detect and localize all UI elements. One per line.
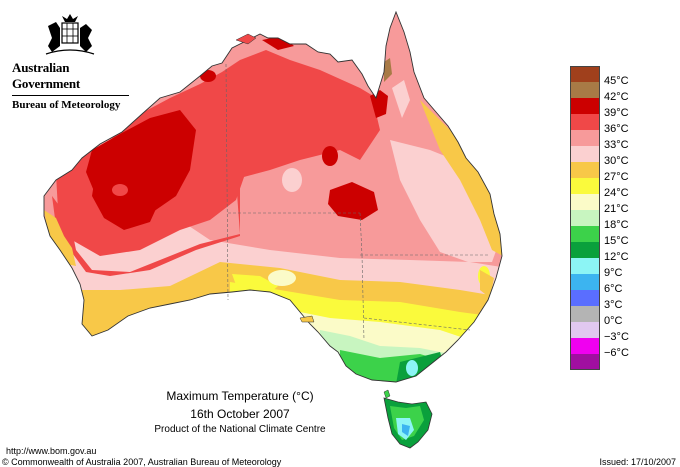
legend-label: 33°C [604,139,629,151]
legend-item: 6°C [570,274,634,295]
legend-item: 27°C [570,162,634,183]
legend-swatch [570,274,600,290]
government-branding: Australian Government Bureau of Meteorol… [12,60,132,111]
legend-swatch [570,66,600,82]
legend-swatch [570,226,600,242]
legend-label: 24°C [604,187,629,199]
legend-label: 30°C [604,155,629,167]
legend-label: 45°C [604,75,629,87]
legend-swatch [570,354,600,370]
legend-label: 21°C [604,203,629,215]
legend-item: −3°C [570,322,634,343]
legend-label: 18°C [604,219,629,231]
temperature-legend: 45°C 42°C 39°C 36°C 33°C 30°C 27°C 24°C 21°C 18°C… [570,66,634,370]
legend-swatch [570,306,600,322]
issued-date: Issued: 17/10/2007 [599,457,676,467]
legend-item: 24°C [570,178,634,199]
legend-swatch [570,210,600,226]
legend-label: 12°C [604,251,629,263]
legend-label: 9°C [604,267,623,279]
legend-swatch [570,82,600,98]
legend-item: 15°C [570,226,634,247]
legend-label: 6°C [604,283,623,295]
legend-item: 12°C [570,242,634,263]
legend-swatch [570,178,600,194]
map-subtitle: Product of the National Climate Centre [154,424,326,435]
bom-url-link[interactable]: http://www.bom.gov.au [6,446,97,456]
legend-item: 0°C [570,306,634,327]
legend-label: 27°C [604,171,629,183]
legend-label: −6°C [604,347,629,359]
legend-label: 0°C [604,315,623,327]
legend-swatch [570,162,600,178]
legend-item: 3°C [570,290,634,311]
legend-item: 9°C [570,258,634,279]
legend-item [570,354,634,370]
legend-swatch [570,130,600,146]
bureau-name: Bureau of Meteorology [12,99,121,111]
legend-label: −3°C [604,331,629,343]
state-borders [225,63,488,341]
map-title: Maximum Temperature (°C) [166,389,314,403]
map-caption: Maximum Temperature (°C) 16th October 20… [120,388,360,437]
legend-label: 42°C [604,91,629,103]
legend-label: 3°C [604,299,623,311]
legend-item: 18°C [570,210,634,231]
bass-island [383,389,391,399]
legend-label: 36°C [604,123,629,135]
legend-item: 45°C [570,66,634,87]
melville-island [235,33,257,45]
legend-swatch [570,338,600,354]
divider [12,95,129,96]
government-name: Australian Government [12,60,81,91]
legend-swatch [570,194,600,210]
legend-swatch [570,322,600,338]
legend-swatch [570,98,600,114]
legend-item: 21°C [570,194,634,215]
legend-item: 33°C [570,130,634,151]
legend-label: 39°C [604,107,629,119]
coat-of-arms-icon [40,12,100,58]
copyright-text: © Commonwealth of Australia 2007, Austra… [2,457,282,467]
legend-item: 36°C [570,114,634,135]
legend-swatch [570,290,600,306]
legend-swatch [570,114,600,130]
legend-swatch [570,258,600,274]
legend-item: 39°C [570,98,634,119]
legend-item: −6°C [570,338,634,359]
legend-item: 30°C [570,146,634,167]
legend-label: 15°C [604,235,629,247]
legend-swatch [570,242,600,258]
map-date: 16th October 2007 [190,407,290,421]
legend-swatch [570,146,600,162]
kangaroo-island [299,315,315,323]
legend-item: 42°C [570,82,634,103]
